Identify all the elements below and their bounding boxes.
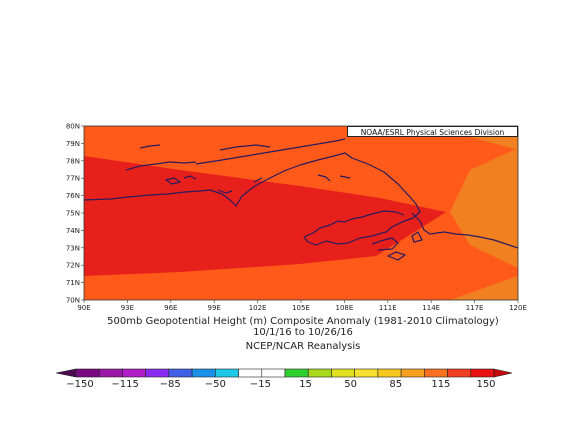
anomaly-outer-corner-bottom [450, 276, 518, 300]
lat-tick-label: 80N [66, 123, 80, 131]
colorbar-swatch [331, 368, 355, 378]
colorbar-swatch [424, 368, 448, 378]
lon-tick-label: 120E [509, 304, 527, 312]
lat-tick-label: 73N [66, 244, 80, 252]
latitude-ticks: 80N 79N 78N 77N 76N 75N 74N 73N 72N 71N 70N [66, 123, 84, 305]
colorbar-swatch [377, 368, 402, 378]
lon-tick-label: 111E [379, 304, 397, 312]
lon-tick-label: 108E [336, 304, 354, 312]
colorbar-label: −15 [250, 379, 271, 390]
colorbar-label: −115 [111, 379, 138, 390]
colorbar-max-arrow [493, 368, 513, 378]
colorbar-swatch [238, 368, 263, 378]
longitude-ticks: 90E 93E 96E 99E 102E 105E 108E 111E 114E 117E 120E [77, 300, 527, 312]
lat-tick-label: 75N [66, 210, 80, 218]
anomaly-core-band [84, 156, 446, 276]
colorbar-swatch [215, 368, 239, 378]
lat-tick-label: 71N [66, 279, 80, 287]
lon-tick-label: 105E [292, 304, 310, 312]
lon-tick-label: 90E [77, 304, 90, 312]
colorbar-swatch [145, 368, 170, 378]
lon-tick-label: 114E [422, 304, 440, 312]
lat-tick-label: 78N [66, 157, 80, 165]
colorbar-label: 15 [299, 379, 312, 390]
lon-tick-label: 93E [121, 304, 134, 312]
colorbar-label: 50 [344, 379, 357, 390]
lat-tick-label: 70N [66, 297, 80, 305]
colorbar-swatch [284, 368, 309, 378]
lon-tick-label: 102E [249, 304, 267, 312]
caption-title: 500mb Geopotential Height (m) Composite … [107, 316, 499, 327]
colorbar-swatch [447, 368, 472, 378]
colorbar-label: −150 [66, 379, 93, 390]
caption-dataset: NCEP/NCAR Reanalysis [245, 341, 361, 352]
colorbar-label: 115 [431, 379, 450, 390]
colorbar-label: −50 [205, 379, 226, 390]
lat-tick-label: 74N [66, 227, 80, 235]
colorbar-swatch [400, 368, 425, 378]
lat-tick-label: 79N [66, 140, 80, 148]
colorbar-swatch [191, 368, 216, 378]
colorbar-swatch [261, 368, 286, 378]
colorbar-swatch [470, 368, 495, 378]
colorbar-label: −85 [160, 379, 181, 390]
colorbar-label: 85 [389, 379, 402, 390]
colorbar-swatch [168, 368, 193, 378]
lon-tick-label: 96E [164, 304, 177, 312]
lon-tick-label: 117E [466, 304, 484, 312]
colorbar-swatch [75, 368, 100, 378]
colorbar-min-arrow [55, 368, 77, 378]
caption-date-range: 10/1/16 to 10/26/16 [253, 327, 353, 338]
colorbar-label: 150 [476, 379, 495, 390]
anomaly-field [84, 126, 518, 300]
colorbar-swatch [122, 368, 146, 378]
coastline [84, 138, 518, 261]
colorbar-labels: −150 −115 −85 −50 −15 15 50 85 115 150 [66, 379, 495, 390]
colorbar-swatch [354, 368, 379, 378]
lon-tick-label: 99E [208, 304, 221, 312]
lat-tick-label: 77N [66, 175, 80, 183]
colorbar [55, 368, 513, 378]
colorbar-swatch [98, 368, 123, 378]
credit-box: NOAA/ESRL Physical Sciences Division [347, 126, 518, 137]
lat-tick-label: 76N [66, 192, 80, 200]
lat-tick-label: 72N [66, 262, 80, 270]
colorbar-swatch [307, 368, 332, 378]
